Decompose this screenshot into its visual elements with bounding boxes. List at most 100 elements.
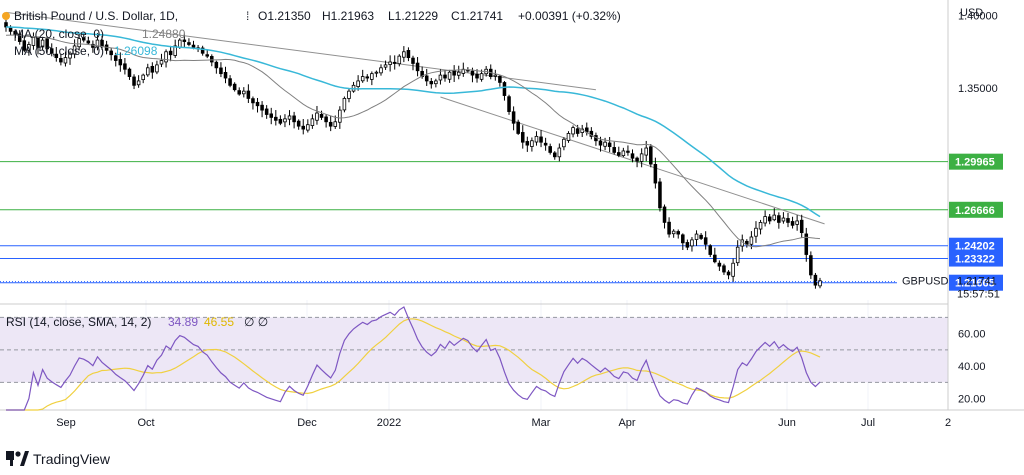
candle-body [338, 109, 342, 123]
candle-body [813, 274, 818, 286]
ma20-line[interactable] [5, 34, 821, 248]
price-badge[interactable] [949, 274, 1003, 291]
candle-body [690, 239, 694, 247]
candle-body [754, 227, 758, 237]
candle-body [95, 39, 100, 48]
time-tick: Oct [137, 417, 154, 429]
candle-body [475, 73, 479, 79]
candle-body [745, 240, 749, 245]
candle-body [306, 124, 310, 131]
candle-body [694, 233, 699, 240]
ma20-value: 1.24880 [142, 27, 186, 41]
rsi-label[interactable]: RSI (14, close, SMA, 14, 2) [6, 315, 151, 329]
price-badge[interactable] [949, 237, 1003, 254]
price-badge[interactable] [949, 250, 1003, 267]
price-pane[interactable] [0, 0, 948, 300]
candle-body [155, 64, 159, 73]
eye-icon[interactable]: ⁞ [246, 9, 249, 23]
candle-body [562, 138, 566, 148]
ohlc-high: H1.21963 [322, 9, 374, 23]
candle-body [749, 236, 754, 245]
ma50-value: 1.26098 [114, 44, 158, 58]
candle-body [118, 59, 123, 66]
candle-body [251, 98, 255, 104]
rsi-line[interactable] [6, 306, 821, 411]
price-axis[interactable]: 1.40000 1.35000 [958, 10, 998, 95]
candle-body [264, 108, 269, 115]
candle-body [45, 38, 49, 50]
ma50-line[interactable] [5, 26, 821, 218]
candle-body [722, 265, 726, 273]
candle-body [49, 48, 54, 54]
candle-body [552, 152, 557, 158]
candle-body [310, 118, 315, 126]
rsi-value: 34.89 [168, 315, 198, 329]
candle-body [626, 150, 630, 153]
candle-body [598, 140, 603, 146]
rsi-header: RSI (14, close, SMA, 14, 2) 34.89 46.55 … [6, 315, 268, 329]
candle-body [292, 115, 296, 123]
ohlc-open: O1.21350 [258, 9, 311, 23]
candle-body [415, 62, 420, 72]
candle-body [818, 280, 822, 287]
candle-body [150, 65, 155, 73]
rsi-sma-line[interactable] [6, 318, 821, 411]
candle-body [127, 68, 132, 77]
ma20-label[interactable]: MA (20, close, 0) [14, 27, 104, 41]
candle-body [767, 216, 772, 222]
candle-body [525, 141, 530, 146]
price-badge-text: 1.29965 [955, 157, 995, 169]
candle-body [676, 231, 681, 235]
candle-body [342, 98, 347, 111]
rsi-sma-value: 46.55 [204, 315, 234, 329]
candle-body [365, 76, 370, 79]
candle-body [447, 71, 452, 80]
price-tick: 1.40000 [958, 10, 998, 22]
candle-body [17, 33, 22, 42]
candle-body [168, 50, 173, 56]
time-axis[interactable]: Sep Oct Dec 2022 Mar Apr Jun Jul 2 [56, 417, 951, 429]
rsi-tick: 60.00 [958, 329, 986, 341]
candle-body [328, 121, 333, 127]
ma50-label[interactable]: MA (50, close, 0) [14, 44, 104, 58]
legend-header: British Pound / U.S. Dollar, 1D, ⁞ O1.21… [2, 9, 621, 58]
price-badge[interactable] [949, 153, 1003, 170]
candle-body [438, 74, 443, 81]
candle-body [324, 116, 328, 123]
price-tick: 1.35000 [958, 83, 998, 95]
candle-body [81, 37, 86, 41]
candle-body [424, 75, 429, 82]
candle-body [347, 90, 351, 99]
rsi-extra: ∅ ∅ [244, 315, 268, 329]
candle-body [246, 90, 251, 99]
rsi-axis[interactable]: 60.00 40.00 20.00 [958, 329, 986, 406]
trend-line[interactable] [5, 11, 596, 91]
candle-body [781, 217, 786, 222]
candle-body [159, 60, 164, 65]
candle-body [210, 56, 214, 63]
candle-body [644, 147, 648, 156]
candle-body [173, 45, 177, 56]
candle-body [434, 80, 438, 85]
candle-body [22, 40, 27, 51]
horizontal-levels [0, 161, 948, 284]
candle-body [786, 218, 790, 223]
symbol-tag [897, 272, 947, 289]
price-badge-text: 1.24202 [955, 241, 995, 253]
candle-body [530, 140, 534, 147]
candle-body [59, 57, 63, 63]
candle-body [228, 78, 232, 86]
price-badge[interactable] [949, 201, 1003, 218]
candle-body [36, 37, 40, 48]
candle-body [319, 113, 324, 118]
moving-averages [5, 26, 821, 248]
candle-body [182, 39, 187, 42]
time-tick: Mar [532, 417, 551, 429]
candle-body [214, 61, 219, 69]
candle-body [274, 116, 278, 121]
tradingview-logo[interactable]: TradingView [6, 451, 111, 467]
candle-body [100, 39, 104, 47]
candle-body [470, 70, 475, 76]
